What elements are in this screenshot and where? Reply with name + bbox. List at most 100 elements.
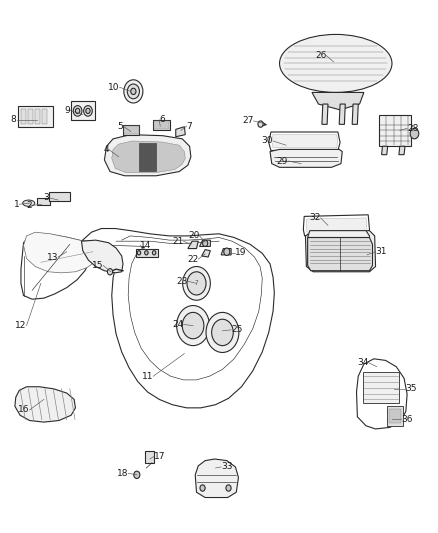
Polygon shape — [15, 387, 75, 422]
Bar — [389, 409, 401, 423]
Text: 19: 19 — [236, 248, 247, 257]
Polygon shape — [21, 234, 92, 299]
Polygon shape — [306, 218, 367, 234]
Text: 8: 8 — [11, 115, 17, 124]
Polygon shape — [81, 240, 123, 273]
Text: 28: 28 — [407, 124, 418, 133]
Polygon shape — [322, 104, 328, 124]
Polygon shape — [81, 229, 274, 408]
Polygon shape — [304, 215, 370, 236]
Circle shape — [182, 312, 204, 339]
Bar — [35, 109, 40, 124]
Bar — [28, 109, 33, 124]
Ellipse shape — [23, 200, 35, 206]
Text: 5: 5 — [117, 122, 123, 131]
Circle shape — [84, 106, 92, 116]
Polygon shape — [195, 459, 238, 497]
Circle shape — [212, 319, 233, 345]
Circle shape — [127, 84, 139, 99]
Circle shape — [131, 88, 136, 94]
Polygon shape — [307, 238, 372, 271]
Polygon shape — [357, 359, 407, 429]
Circle shape — [137, 251, 141, 255]
Circle shape — [75, 108, 80, 114]
Text: 11: 11 — [142, 372, 153, 381]
Bar — [18, 106, 53, 127]
Circle shape — [200, 485, 205, 491]
Bar — [42, 109, 47, 124]
Bar — [123, 125, 139, 135]
Bar — [145, 451, 154, 463]
Text: 27: 27 — [242, 116, 254, 125]
Circle shape — [206, 312, 239, 352]
Text: 2: 2 — [27, 201, 32, 210]
Polygon shape — [272, 135, 338, 148]
Polygon shape — [339, 104, 345, 124]
Polygon shape — [312, 92, 364, 110]
Bar — [36, 198, 50, 205]
Text: 7: 7 — [187, 122, 192, 131]
Text: 21: 21 — [172, 237, 184, 246]
Bar — [139, 143, 156, 171]
Circle shape — [258, 121, 263, 127]
Text: 33: 33 — [221, 463, 233, 471]
Circle shape — [107, 269, 113, 275]
Text: 10: 10 — [108, 83, 120, 92]
Bar — [153, 120, 170, 131]
Text: 26: 26 — [315, 51, 326, 60]
Polygon shape — [112, 141, 185, 173]
Circle shape — [86, 108, 90, 114]
Text: 31: 31 — [375, 247, 387, 256]
Polygon shape — [381, 146, 388, 155]
Text: 14: 14 — [140, 241, 152, 250]
Polygon shape — [104, 135, 191, 176]
Bar — [124, 126, 138, 134]
Polygon shape — [176, 127, 185, 137]
Bar — [71, 101, 95, 120]
Text: 24: 24 — [172, 320, 184, 329]
Text: 23: 23 — [177, 277, 188, 286]
Circle shape — [73, 106, 82, 116]
Circle shape — [202, 240, 208, 246]
Text: 29: 29 — [277, 157, 288, 166]
Circle shape — [134, 471, 140, 479]
Polygon shape — [202, 249, 210, 257]
Text: 34: 34 — [357, 358, 368, 367]
Text: 15: 15 — [92, 261, 103, 270]
Text: 3: 3 — [44, 193, 49, 203]
Polygon shape — [269, 132, 340, 150]
Polygon shape — [305, 231, 375, 272]
Polygon shape — [24, 232, 100, 273]
Text: 35: 35 — [405, 384, 417, 393]
Text: 20: 20 — [188, 231, 200, 240]
Text: 32: 32 — [309, 214, 321, 222]
Text: 6: 6 — [159, 115, 165, 124]
Ellipse shape — [279, 35, 392, 92]
Circle shape — [124, 80, 143, 103]
Text: 16: 16 — [18, 406, 30, 415]
Text: ?: ? — [194, 280, 198, 286]
Polygon shape — [200, 240, 210, 246]
Text: 17: 17 — [154, 452, 166, 461]
Text: 36: 36 — [402, 415, 413, 424]
Bar — [154, 121, 169, 130]
Polygon shape — [270, 149, 342, 167]
Bar — [21, 109, 26, 124]
Bar — [387, 406, 403, 426]
Text: 30: 30 — [261, 136, 273, 146]
Polygon shape — [188, 241, 198, 248]
Circle shape — [226, 485, 231, 491]
Circle shape — [410, 128, 419, 139]
Text: 9: 9 — [64, 106, 70, 115]
Bar — [363, 372, 399, 402]
Bar — [49, 191, 70, 201]
Text: 13: 13 — [46, 253, 58, 262]
Circle shape — [183, 266, 210, 300]
Polygon shape — [399, 146, 405, 155]
Polygon shape — [352, 104, 358, 124]
Circle shape — [152, 251, 156, 255]
Circle shape — [177, 305, 209, 345]
Text: 22: 22 — [187, 255, 198, 264]
Text: 18: 18 — [117, 469, 128, 478]
Text: 12: 12 — [15, 321, 27, 330]
